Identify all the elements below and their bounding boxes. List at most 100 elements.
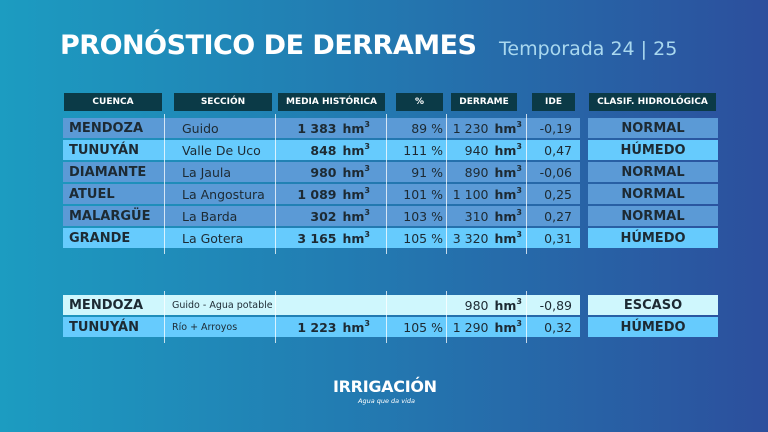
media-value: 1 223 <box>297 319 337 335</box>
pct-cell: 105 % <box>386 317 446 337</box>
cuenca-cell: MENDOZA <box>63 295 164 315</box>
classification-badge: ESCASO <box>588 295 718 315</box>
media-cell: 302 hm3 <box>275 206 386 226</box>
derrame-value: 3 320 <box>452 230 489 246</box>
column-divider <box>275 291 276 343</box>
column-divider <box>446 291 447 343</box>
column-divider <box>526 114 527 254</box>
media-cell: 980 hm3 <box>275 162 386 182</box>
seccion-cell: Guido - Agua potable <box>164 295 275 315</box>
derrame-value: 310 <box>464 208 489 224</box>
unit-label: hm3 <box>342 186 370 202</box>
ide-cell: -0,06 <box>526 162 580 182</box>
classification-badge: NORMAL <box>588 162 718 182</box>
column-divider <box>164 291 165 343</box>
cuenca-cell: ATUEL <box>63 184 164 204</box>
seccion-value: Guido - Agua potable <box>172 299 273 311</box>
pct-value: 105 % <box>403 319 443 335</box>
ide-cell: 0,25 <box>526 184 580 204</box>
ide-cell: 0,31 <box>526 228 580 248</box>
cuenca-cell: GRANDE <box>63 228 164 248</box>
unit-label: hm3 <box>494 186 522 202</box>
page-title: PRONÓSTICO DE DERRAMES <box>60 30 477 61</box>
derrame-cell: 3 320 hm3 <box>446 228 526 248</box>
derrame-cell: 890 hm3 <box>446 162 526 182</box>
column-divider <box>386 114 387 254</box>
seccion-cell: Guido <box>164 118 275 138</box>
ide-value: 0,32 <box>544 319 572 335</box>
media-value: 1 089 <box>297 186 337 202</box>
media-cell <box>275 295 386 315</box>
logo-tagline: Agua que da vida <box>358 397 415 405</box>
header-media: MEDIA HISTÓRICA <box>278 93 385 111</box>
derrame-cell: 1 230 hm3 <box>446 118 526 138</box>
table-row: TUNUYÁN Río + Arroyos 1 223 hm3 105 % 1 290 hm… <box>63 317 580 337</box>
seccion-value: La Jaula <box>182 164 231 180</box>
unit-label: hm3 <box>342 319 370 335</box>
media-value: 980 <box>310 164 337 180</box>
ide-value: -0,89 <box>539 297 572 313</box>
header-derrame: DERRAME <box>451 93 517 111</box>
unit-label: hm3 <box>494 319 522 335</box>
cuenca-value: ATUEL <box>69 186 115 202</box>
derrame-value: 940 <box>464 142 489 158</box>
table-row: TUNUYÁN Valle De Uco 848 hm3 111 % 940 hm3 0,47 <box>63 140 580 160</box>
ide-cell: 0,47 <box>526 140 580 160</box>
header-cuenca: CUENCA <box>64 93 162 111</box>
unit-label: hm3 <box>342 208 370 224</box>
ide-cell: -0,19 <box>526 118 580 138</box>
cuenca-value: MENDOZA <box>69 120 144 136</box>
media-cell: 1 223 hm3 <box>275 317 386 337</box>
table-row: MALARGÜE La Barda 302 hm3 103 % 310 hm3 0,27 <box>63 206 580 226</box>
media-value: 3 165 <box>297 230 337 246</box>
seccion-value: La Barda <box>182 208 238 224</box>
ide-cell: 0,27 <box>526 206 580 226</box>
media-value: 1 383 <box>297 120 337 136</box>
media-value: 848 <box>310 142 337 158</box>
season-subtitle: Temporada 24 | 25 <box>499 38 678 60</box>
header-ide: IDE <box>532 93 575 111</box>
classification-badge: NORMAL <box>588 118 718 138</box>
column-divider <box>386 291 387 343</box>
derrame-cell: 1 100 hm3 <box>446 184 526 204</box>
table-row: GRANDE La Gotera 3 165 hm3 105 % 3 320 hm3 0,31 <box>63 228 580 248</box>
classification-badge: NORMAL <box>588 184 718 204</box>
column-divider <box>446 114 447 254</box>
pct-cell: 89 % <box>386 118 446 138</box>
pct-cell: 105 % <box>386 228 446 248</box>
unit-label: hm3 <box>342 120 370 136</box>
derrame-cell: 980 hm3 <box>446 295 526 315</box>
derrame-cell: 1 290 hm3 <box>446 317 526 337</box>
media-value: 302 <box>310 208 337 224</box>
ide-value: -0,19 <box>539 120 572 136</box>
ide-value: 0,47 <box>544 142 572 158</box>
cuenca-value: TUNUYÁN <box>69 142 139 158</box>
ide-value: -0,06 <box>539 164 572 180</box>
table-row: ATUEL La Angostura 1 089 hm3 101 % 1 100 hm3 0,… <box>63 184 580 204</box>
ide-value: 0,25 <box>544 186 572 202</box>
classification-badge: HÚMEDO <box>588 140 718 160</box>
media-cell: 3 165 hm3 <box>275 228 386 248</box>
cuenca-cell: TUNUYÁN <box>63 140 164 160</box>
seccion-cell: La Angostura <box>164 184 275 204</box>
pct-value: 111 % <box>403 142 443 158</box>
pct-value: 101 % <box>403 186 443 202</box>
classification-badge: NORMAL <box>588 206 718 226</box>
pct-value: 91 % <box>411 164 443 180</box>
derrame-cell: 940 hm3 <box>446 140 526 160</box>
unit-label: hm3 <box>342 142 370 158</box>
cuenca-cell: MENDOZA <box>63 118 164 138</box>
seccion-value: Río + Arroyos <box>172 321 238 333</box>
seccion-value: La Angostura <box>182 186 265 202</box>
header-pct: % <box>396 93 443 111</box>
pct-cell: 91 % <box>386 162 446 182</box>
derrame-value: 980 <box>464 297 489 313</box>
cuenca-value: GRANDE <box>69 230 131 246</box>
derrame-value: 1 290 <box>452 319 489 335</box>
table-row: MENDOZA Guido 1 383 hm3 89 % 1 230 hm3 -0,19 <box>63 118 580 138</box>
unit-label: hm3 <box>494 230 522 246</box>
column-divider <box>164 114 165 254</box>
column-divider <box>275 114 276 254</box>
pct-cell: 111 % <box>386 140 446 160</box>
seccion-cell: La Gotera <box>164 228 275 248</box>
